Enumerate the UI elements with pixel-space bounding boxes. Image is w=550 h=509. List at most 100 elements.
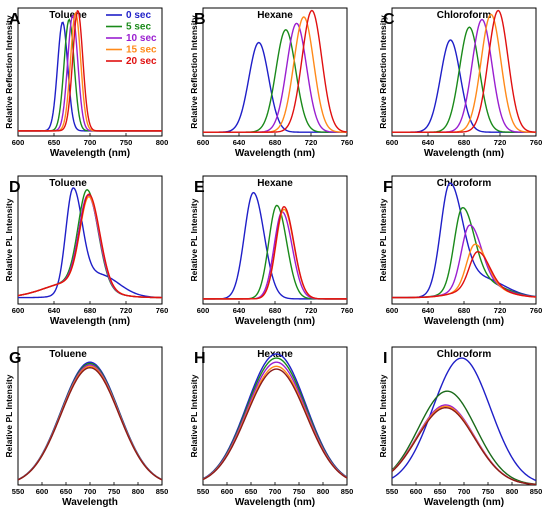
series-line-3 — [18, 194, 162, 299]
x-tick-label: 550 — [197, 487, 210, 496]
panel-title: Hexane — [257, 178, 293, 189]
plot-frame — [202, 346, 348, 486]
series-line-2 — [18, 189, 162, 299]
series-line-4 — [18, 195, 162, 299]
y-axis-label: Relative PL Intensity — [189, 374, 199, 457]
x-tick-label: 640 — [48, 306, 61, 315]
series-line-5 — [203, 9, 347, 133]
x-tick-label: 640 — [422, 138, 435, 147]
series-line-5 — [18, 193, 162, 299]
y-axis-label: Relative Reflection Intensity — [189, 15, 199, 129]
x-tick-label: 700 — [458, 487, 471, 496]
x-axis-label: Wavelength (nm) — [50, 316, 130, 327]
x-tick-label: 640 — [422, 306, 435, 315]
panel-letter: E — [194, 179, 205, 196]
x-tick-label: 720 — [305, 306, 318, 315]
series-line-5 — [203, 205, 347, 300]
x-tick-label: 800 — [506, 487, 519, 496]
y-axis-label: Relative PL Intensity — [4, 198, 14, 281]
legend-label: 20 sec — [126, 56, 157, 67]
series-line-2 — [392, 390, 536, 485]
x-axis-label: Wavelength (nm) — [424, 148, 504, 159]
x-tick-label: 550 — [386, 487, 399, 496]
x-tick-label: 550 — [12, 487, 25, 496]
panel-letter: C — [383, 11, 395, 28]
x-tick-label: 750 — [293, 487, 306, 496]
panel-f: F Chloroform 600 640 680 720 760 Wavelength (nm… — [378, 175, 543, 327]
series-line-1 — [18, 187, 162, 299]
x-tick-label: 600 — [197, 138, 210, 147]
panel-title: Chloroform — [437, 349, 492, 360]
plot-frame — [391, 346, 537, 486]
x-axis-label: Wavelength (nm) — [235, 497, 315, 508]
series-line-5 — [18, 366, 162, 481]
panel-letter: B — [194, 11, 206, 28]
legend-label: 15 sec — [126, 45, 157, 56]
panel-e: E Hexane 600 640 680 720 760 Wavelength (nm) Rel… — [189, 175, 354, 327]
legend-label: 0 sec — [126, 10, 151, 21]
x-tick-label: 680 — [269, 306, 282, 315]
x-tick-label: 600 — [36, 487, 49, 496]
x-tick-label: 600 — [386, 306, 399, 315]
plot-frame — [391, 7, 537, 137]
x-tick-label: 760 — [530, 138, 543, 147]
x-tick-label: 750 — [108, 487, 121, 496]
x-tick-label: 700 — [84, 138, 97, 147]
x-tick-label: 600 — [386, 138, 399, 147]
x-tick-label: 680 — [458, 306, 471, 315]
x-tick-label: 720 — [494, 306, 507, 315]
series-line-1 — [392, 357, 536, 482]
series-line-4 — [392, 13, 536, 133]
x-axis-label: Wavelength (nm) — [235, 148, 315, 159]
x-tick-label: 760 — [341, 306, 354, 315]
x-axis-label: Wavelength (nm) — [424, 316, 504, 327]
x-tick-label: 650 — [60, 487, 73, 496]
x-tick-label: 850 — [530, 487, 543, 496]
x-tick-label: 600 — [410, 487, 423, 496]
panel-c: C Chloroform 600 640 680 720 760 Wavelength (nm… — [378, 7, 543, 159]
panel-i: I Chloroform 550 600 650 700 750 800 850 Waveleng… — [378, 346, 543, 508]
panel-letter: H — [194, 350, 206, 367]
x-tick-label: 600 — [197, 306, 210, 315]
panel-letter: D — [9, 179, 21, 196]
x-tick-label: 650 — [245, 487, 258, 496]
y-axis-label: Relative Reflection Intensity — [378, 15, 388, 129]
series-line-5 — [203, 368, 347, 481]
series-line-2 — [18, 362, 162, 481]
panel-a: A Toluene 600 650 700 750 800 Wavelength (nm) Re… — [4, 7, 169, 159]
series-line-3 — [203, 361, 347, 480]
x-tick-label: 700 — [84, 487, 97, 496]
series-line-2 — [203, 357, 347, 480]
x-axis-label: Wavelength (nm) — [235, 316, 315, 327]
panel-title: Toluene — [49, 178, 87, 189]
y-axis-label: Relative Reflection Intensity — [4, 15, 14, 129]
series-line-5 — [392, 407, 536, 485]
panel-title: Toluene — [49, 349, 87, 360]
x-tick-label: 600 — [12, 138, 25, 147]
series-line-4 — [203, 365, 347, 480]
x-tick-label: 720 — [120, 306, 133, 315]
x-tick-label: 640 — [233, 306, 246, 315]
x-axis-label: Wavelength (nm) — [424, 497, 504, 508]
panel-letter: G — [9, 350, 21, 367]
x-tick-label: 720 — [494, 138, 507, 147]
x-tick-label: 600 — [221, 487, 234, 496]
x-axis-label: Wavelength — [62, 497, 118, 508]
legend-label: 10 sec — [126, 33, 157, 44]
x-tick-label: 760 — [530, 306, 543, 315]
y-axis-label: Relative PL Intensity — [4, 374, 14, 457]
series-line-3 — [392, 18, 536, 133]
series-line-5 — [18, 9, 162, 132]
x-tick-label: 680 — [458, 138, 471, 147]
x-axis-label: Wavelength (nm) — [50, 148, 130, 159]
series-line-3 — [392, 224, 536, 299]
x-tick-label: 640 — [233, 138, 246, 147]
series-line-4 — [18, 365, 162, 481]
panel-letter: A — [9, 11, 21, 28]
x-tick-label: 700 — [269, 487, 282, 496]
series-line-3 — [18, 364, 162, 481]
series-line-4 — [392, 405, 536, 485]
x-tick-label: 800 — [156, 138, 169, 147]
x-tick-label: 680 — [84, 306, 97, 315]
